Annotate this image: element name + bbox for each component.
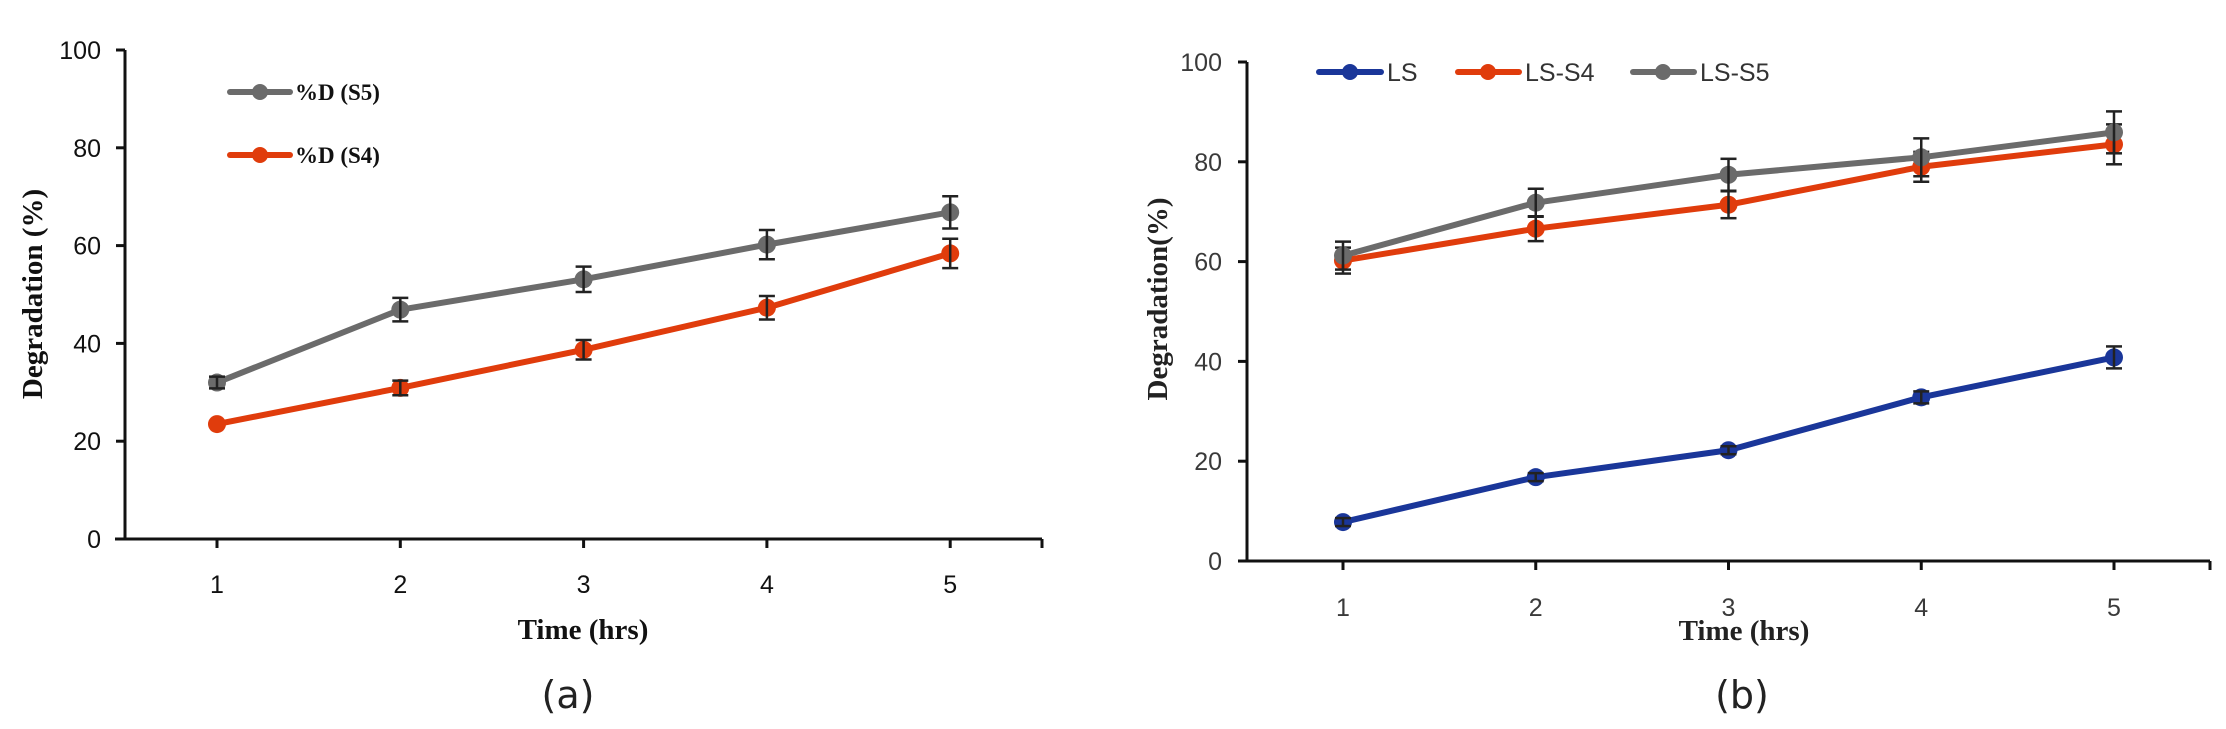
series-ls (1334, 345, 2123, 532)
chart-a-y-ticks: 0 20 40 60 80 100 (59, 37, 125, 554)
error-bar-d-s4 (758, 294, 775, 321)
error-bar-ls-s5 (1720, 157, 1737, 192)
legend-label-ls-s4: LS-S4 (1525, 59, 1595, 87)
legend-item-s5: %D (S5) (227, 80, 380, 105)
error-bar-ls-s5 (2106, 110, 2122, 155)
x-tick-label: 5 (943, 571, 957, 599)
chart-b-y-axis-title: Degradation(%) (1142, 198, 1174, 401)
chart-a-series (208, 194, 960, 434)
legend-item-ls-s5: LS-S5 (1630, 59, 1769, 87)
y-tick-label: 60 (73, 233, 101, 261)
error-bar-ls (1720, 444, 1737, 456)
x-tick-label: 1 (210, 571, 224, 599)
legend-marker-s4 (252, 147, 268, 163)
y-tick-label: 0 (87, 526, 101, 554)
error-bar-d-s5 (209, 375, 225, 390)
error-bar-ls-s5 (1913, 137, 1930, 178)
chart-a: 0 20 40 60 80 100 1 2 3 4 5 Time (hrs) Degradatio… (17, 37, 1044, 717)
chart-b-y-ticks: 0 20 40 60 80 100 (1180, 49, 1247, 576)
legend-label-s5: %D (S5) (295, 80, 380, 105)
error-bar-d-s5 (575, 265, 592, 294)
data-point-d-s4 (208, 415, 226, 434)
chart-b-series (1334, 110, 2123, 532)
x-tick-label: 4 (1914, 594, 1928, 622)
y-tick-label: 100 (1180, 49, 1222, 77)
error-bar-ls (1913, 390, 1930, 405)
series-d-s5 (208, 194, 960, 392)
legend-marker-ls-s5 (1655, 64, 1671, 80)
x-tick-label: 3 (1722, 594, 1736, 622)
y-tick-label: 80 (73, 135, 101, 163)
y-tick-label: 40 (73, 330, 101, 358)
chart-a-y-axis-title: Degradation (%) (17, 189, 49, 399)
chart-a-x-axis-title: Time (hrs) (518, 614, 649, 646)
panel-label-b: (b) (1715, 673, 1769, 717)
legend-item-ls-s4: LS-S4 (1455, 59, 1595, 87)
error-bar-d-s4 (575, 338, 592, 361)
error-bar-ls (2106, 345, 2122, 370)
error-bar-d-s5 (758, 228, 775, 261)
error-bar-d-s4 (942, 237, 959, 270)
y-tick-label: 80 (1194, 149, 1222, 177)
error-bar-ls (1527, 471, 1544, 483)
legend-label-ls-s5: LS-S5 (1700, 59, 1769, 87)
x-tick-label: 2 (393, 571, 407, 599)
chart-b-x-axis-title: Time (hrs) (1679, 615, 1810, 647)
legend-item-ls: LS (1316, 59, 1418, 87)
series-ls-s5 (1334, 110, 2123, 271)
chart-b: 0 20 40 60 80 100 1 2 3 4 5 Time (hrs) Degradatio… (1142, 49, 2212, 717)
series-line-ls (1342, 354, 2115, 525)
error-bar-d-s5 (392, 296, 409, 323)
legend-marker-ls-s4 (1480, 64, 1496, 80)
y-tick-label: 20 (1194, 448, 1222, 476)
legend-marker-s5 (252, 84, 268, 100)
error-bar-d-s4 (392, 379, 409, 397)
legend-label-s4: %D (S4) (295, 143, 380, 168)
x-tick-label: 5 (2107, 594, 2121, 622)
legend-marker-ls (1342, 64, 1358, 80)
legend-item-s4: %D (S4) (227, 143, 380, 168)
error-bar-ls (1335, 516, 1351, 528)
y-tick-label: 0 (1208, 548, 1222, 576)
x-tick-label: 2 (1529, 594, 1543, 622)
chart-b-x-ticks: 1 2 3 4 5 (1336, 561, 2212, 622)
y-tick-label: 100 (59, 37, 101, 65)
y-tick-label: 20 (73, 428, 101, 456)
panel-label-a: (a) (542, 673, 595, 717)
x-tick-label: 1 (1336, 594, 1350, 622)
error-bar-ls-s5 (1335, 240, 1351, 271)
y-tick-label: 60 (1194, 249, 1222, 277)
chart-b-legend: LS LS-S4 LS-S5 (1316, 59, 1769, 87)
x-tick-label: 3 (577, 571, 591, 599)
chart-a-legend: %D (S5) %D (S4) (227, 80, 380, 168)
error-bar-ls-s5 (1527, 187, 1544, 218)
y-tick-label: 40 (1194, 348, 1222, 376)
legend-label-ls: LS (1387, 59, 1418, 87)
x-tick-label: 4 (760, 571, 774, 599)
error-bar-d-s5 (942, 194, 959, 230)
chart-a-x-ticks: 1 2 3 4 5 (210, 539, 1044, 599)
series-d-s4 (208, 237, 960, 434)
